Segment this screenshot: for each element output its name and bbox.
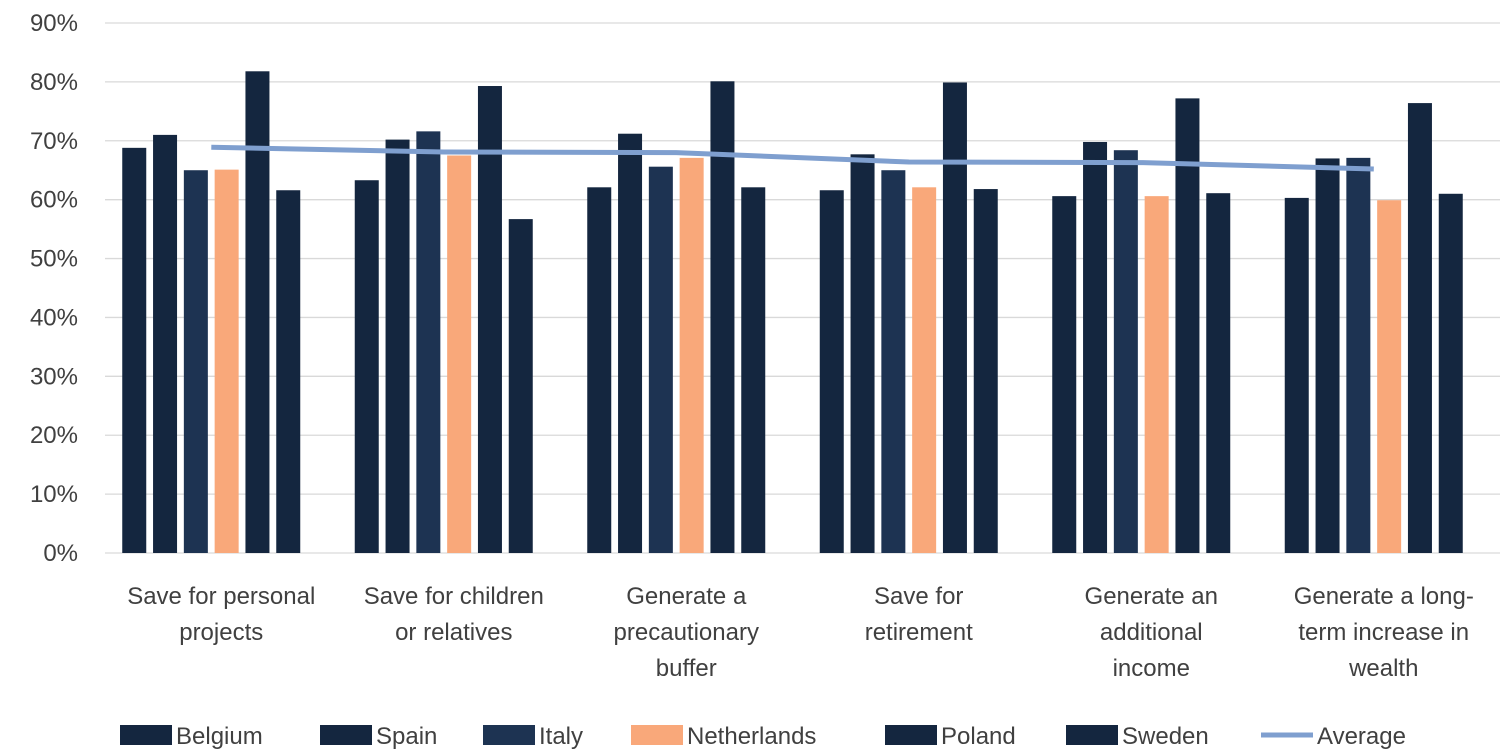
- legend-label: Spain: [376, 723, 437, 750]
- bar-italy-5: [1346, 157, 1371, 553]
- legend-item-average: Average: [1261, 723, 1406, 750]
- gridlines: [105, 22, 1500, 554]
- legend-swatch: [631, 725, 683, 745]
- bar-italy-4: [1113, 150, 1138, 553]
- legend-label: Belgium: [176, 723, 263, 750]
- legend-label: Average: [1317, 723, 1406, 750]
- legend-swatch: [120, 725, 172, 745]
- legend-label: Poland: [941, 723, 1016, 750]
- bar-netherlands-1: [447, 155, 472, 553]
- bar-sweden-1: [508, 219, 533, 553]
- bar-belgium-0: [122, 147, 147, 553]
- bar-belgium-5: [1284, 197, 1309, 553]
- legend-item-poland: Poland: [885, 723, 1016, 750]
- bar-italy-3: [881, 170, 906, 553]
- y-tick-label: 70%: [30, 128, 78, 155]
- y-tick-label: 90%: [30, 10, 78, 37]
- bar-sweden-2: [741, 187, 766, 554]
- bar-poland-4: [1175, 98, 1200, 553]
- bar-belgium-1: [354, 180, 379, 553]
- x-category-label: Save for retirement: [865, 583, 973, 646]
- bar-poland-3: [942, 82, 967, 553]
- y-tick-label: 10%: [30, 481, 78, 508]
- y-tick-label: 40%: [30, 304, 78, 331]
- bar-poland-2: [710, 81, 735, 554]
- y-tick-label: 60%: [30, 187, 78, 214]
- x-category-label: Generate a precautionary buffer: [614, 583, 759, 682]
- legend-label: Sweden: [1122, 723, 1209, 750]
- bar-spain-5: [1315, 158, 1340, 553]
- bar-italy-2: [648, 166, 673, 553]
- bar-sweden-0: [276, 190, 301, 553]
- legend-label: Italy: [539, 723, 583, 750]
- average-line-layer: [211, 144, 1374, 172]
- x-category-label: Generate a long-term increase in wealth: [1294, 583, 1474, 682]
- bar-netherlands-5: [1377, 200, 1402, 553]
- bar-spain-0: [153, 134, 178, 553]
- bar-spain-2: [618, 133, 643, 553]
- bar-poland-0: [245, 71, 270, 554]
- bar-netherlands-4: [1144, 196, 1169, 553]
- y-tick-label: 0%: [43, 540, 78, 567]
- average-line: [211, 144, 1374, 172]
- legend: Belgium Spain Italy Netherlands Poland Sweden…: [120, 723, 1406, 750]
- y-tick-label: 30%: [30, 363, 78, 390]
- y-tick-label: 80%: [30, 69, 78, 96]
- bar-sweden-3: [973, 189, 998, 554]
- bar-spain-4: [1083, 141, 1108, 553]
- y-tick-label: 50%: [30, 246, 78, 273]
- bar-netherlands-3: [912, 187, 937, 554]
- legend-item-sweden: Sweden: [1066, 723, 1209, 750]
- bar-belgium-3: [819, 190, 844, 553]
- bar-sweden-4: [1206, 193, 1231, 553]
- bars: [122, 71, 1463, 554]
- legend-item-belgium: Belgium: [120, 723, 263, 750]
- bar-netherlands-2: [679, 157, 704, 553]
- legend-item-spain: Spain: [320, 723, 437, 750]
- legend-swatch: [1066, 725, 1118, 745]
- x-category-label: Generate an additional income: [1085, 583, 1218, 682]
- x-category-label: Save for personal projects: [127, 583, 315, 646]
- bar-poland-5: [1407, 103, 1432, 553]
- legend-swatch: [885, 725, 937, 745]
- legend-swatch: [320, 725, 372, 745]
- legend-label: Netherlands: [687, 723, 816, 750]
- bar-spain-1: [385, 139, 410, 553]
- bar-sweden-5: [1438, 193, 1463, 553]
- bar-belgium-2: [587, 187, 612, 554]
- legend-item-netherlands: Netherlands: [631, 723, 816, 750]
- bar-netherlands-0: [214, 169, 239, 553]
- y-axis: 0% 10% 20% 30% 40% 50% 60% 70% 80% 90%: [30, 10, 78, 567]
- legend-swatch: [483, 725, 535, 745]
- bar-spain-3: [850, 154, 875, 554]
- x-axis: Save for personal projects Save for childr…: [127, 583, 1474, 682]
- y-tick-label: 20%: [30, 422, 78, 449]
- bar-italy-0: [183, 170, 208, 553]
- bar-italy-1: [416, 131, 441, 553]
- legend-item-italy: Italy: [483, 723, 583, 750]
- bar-belgium-4: [1052, 196, 1077, 553]
- bar-poland-1: [477, 86, 502, 553]
- x-category-label: Save for children or relatives: [364, 583, 544, 646]
